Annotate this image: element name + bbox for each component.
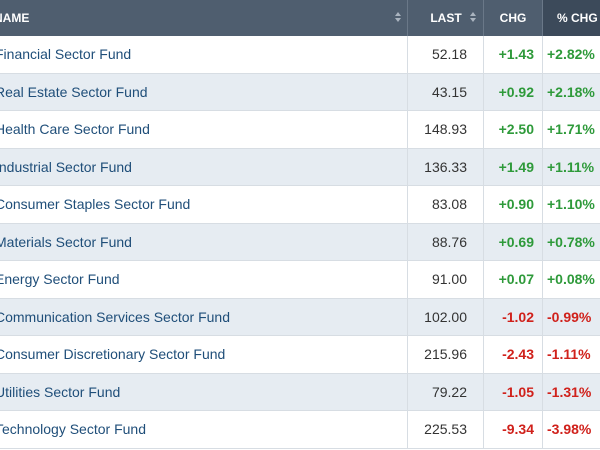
fund-name-link[interactable]: Utilities Sector Fund: [0, 383, 121, 400]
last-price: 52.18: [407, 36, 483, 73]
fund-name-link[interactable]: Communication Services Sector Fund: [0, 308, 230, 325]
fund-name-link[interactable]: Energy Sector Fund: [0, 271, 120, 287]
last-price: 88.76: [407, 223, 483, 261]
percent-change: -0.99%: [542, 298, 600, 336]
last-price: 91.00: [407, 261, 483, 298]
fund-name-link[interactable]: Materials Sector Fund: [0, 233, 132, 250]
column-header-name[interactable]: NAME: [0, 0, 401, 36]
table-row[interactable]: Financial Sector Fund 52.18 +1.43 +2.82%: [0, 36, 600, 74]
price-change: -2.43: [483, 336, 542, 373]
price-change: +0.69: [483, 223, 542, 261]
fund-name-link[interactable]: Real Estate Sector Fund: [0, 83, 148, 100]
percent-change: +2.18%: [542, 73, 600, 111]
table-row[interactable]: Consumer Discretionary Sector Fund 215.96…: [0, 336, 600, 374]
table-body: Financial Sector Fund 52.18 +1.43 +2.82% Rea…: [0, 36, 600, 449]
table-header: NAME LAST CHG % CHG: [0, 0, 600, 36]
table-row[interactable]: Real Estate Sector Fund 43.15 +0.92 +2.18%: [0, 73, 600, 111]
price-change: -9.34: [483, 411, 542, 448]
column-header-last[interactable]: LAST: [407, 0, 484, 36]
table-row[interactable]: Energy Sector Fund 91.00 +0.07 +0.08%: [0, 261, 600, 299]
price-change: -1.05: [483, 373, 542, 411]
fund-name-link[interactable]: Consumer Staples Sector Fund: [0, 196, 191, 212]
price-change: +2.50: [483, 111, 542, 148]
column-header-last-label: LAST: [430, 11, 462, 25]
table-row[interactable]: Industrial Sector Fund 136.33 +1.49 +1.11%: [0, 148, 600, 186]
sort-icon[interactable]: [470, 12, 476, 24]
fund-name-link[interactable]: Financial Sector Fund: [0, 46, 132, 62]
table-row[interactable]: Communication Services Sector Fund 102.00…: [0, 298, 600, 336]
fund-name-link[interactable]: Health Care Sector Fund: [0, 121, 150, 137]
table-row[interactable]: Consumer Staples Sector Fund 83.08 +0.90 +1…: [0, 186, 600, 224]
column-header-chg-label: CHG: [499, 11, 527, 25]
percent-change: +1.71%: [542, 111, 600, 148]
percent-change: -3.98%: [542, 411, 600, 448]
percent-change: +2.82%: [542, 36, 600, 73]
price-change: +0.90: [483, 186, 542, 223]
price-change: +1.43: [483, 36, 542, 73]
table-row[interactable]: Technology Sector Fund 225.53 -9.34 -3.98%: [0, 411, 600, 449]
last-price: 79.22: [407, 373, 483, 411]
price-change: +0.07: [483, 261, 542, 298]
fund-name-link[interactable]: Technology Sector Fund: [0, 421, 146, 437]
percent-change: +0.08%: [542, 261, 600, 298]
last-price: 136.33: [407, 148, 483, 186]
table-row[interactable]: Health Care Sector Fund 148.93 +2.50 +1.71%: [0, 111, 600, 149]
percent-change: +1.11%: [542, 148, 600, 186]
percent-change: +1.10%: [542, 186, 600, 223]
last-price: 215.96: [407, 336, 483, 373]
price-change: +1.49: [483, 148, 542, 186]
table-row[interactable]: Materials Sector Fund 88.76 +0.69 +0.78%: [0, 223, 600, 261]
percent-change: -1.11%: [542, 336, 600, 373]
price-change: +0.92: [483, 73, 542, 111]
last-price: 43.15: [407, 73, 483, 111]
column-header-chg[interactable]: CHG: [483, 0, 542, 36]
percent-change: +0.78%: [542, 223, 600, 261]
last-price: 148.93: [407, 111, 483, 148]
column-header-pct-chg[interactable]: % CHG: [542, 0, 600, 36]
table-row[interactable]: Utilities Sector Fund 79.22 -1.05 -1.31%: [0, 373, 600, 411]
column-header-pct-chg-label: % CHG: [557, 11, 598, 25]
fund-name-link[interactable]: Consumer Discretionary Sector Fund: [0, 346, 226, 362]
fund-name-link[interactable]: Industrial Sector Fund: [0, 158, 132, 175]
percent-change: -1.31%: [542, 373, 600, 411]
last-price: 102.00: [407, 298, 483, 336]
sort-icon[interactable]: [395, 12, 401, 24]
last-price: 83.08: [407, 186, 483, 223]
price-change: -1.02: [483, 298, 542, 336]
last-price: 225.53: [407, 411, 483, 448]
column-header-name-label: NAME: [0, 11, 30, 25]
